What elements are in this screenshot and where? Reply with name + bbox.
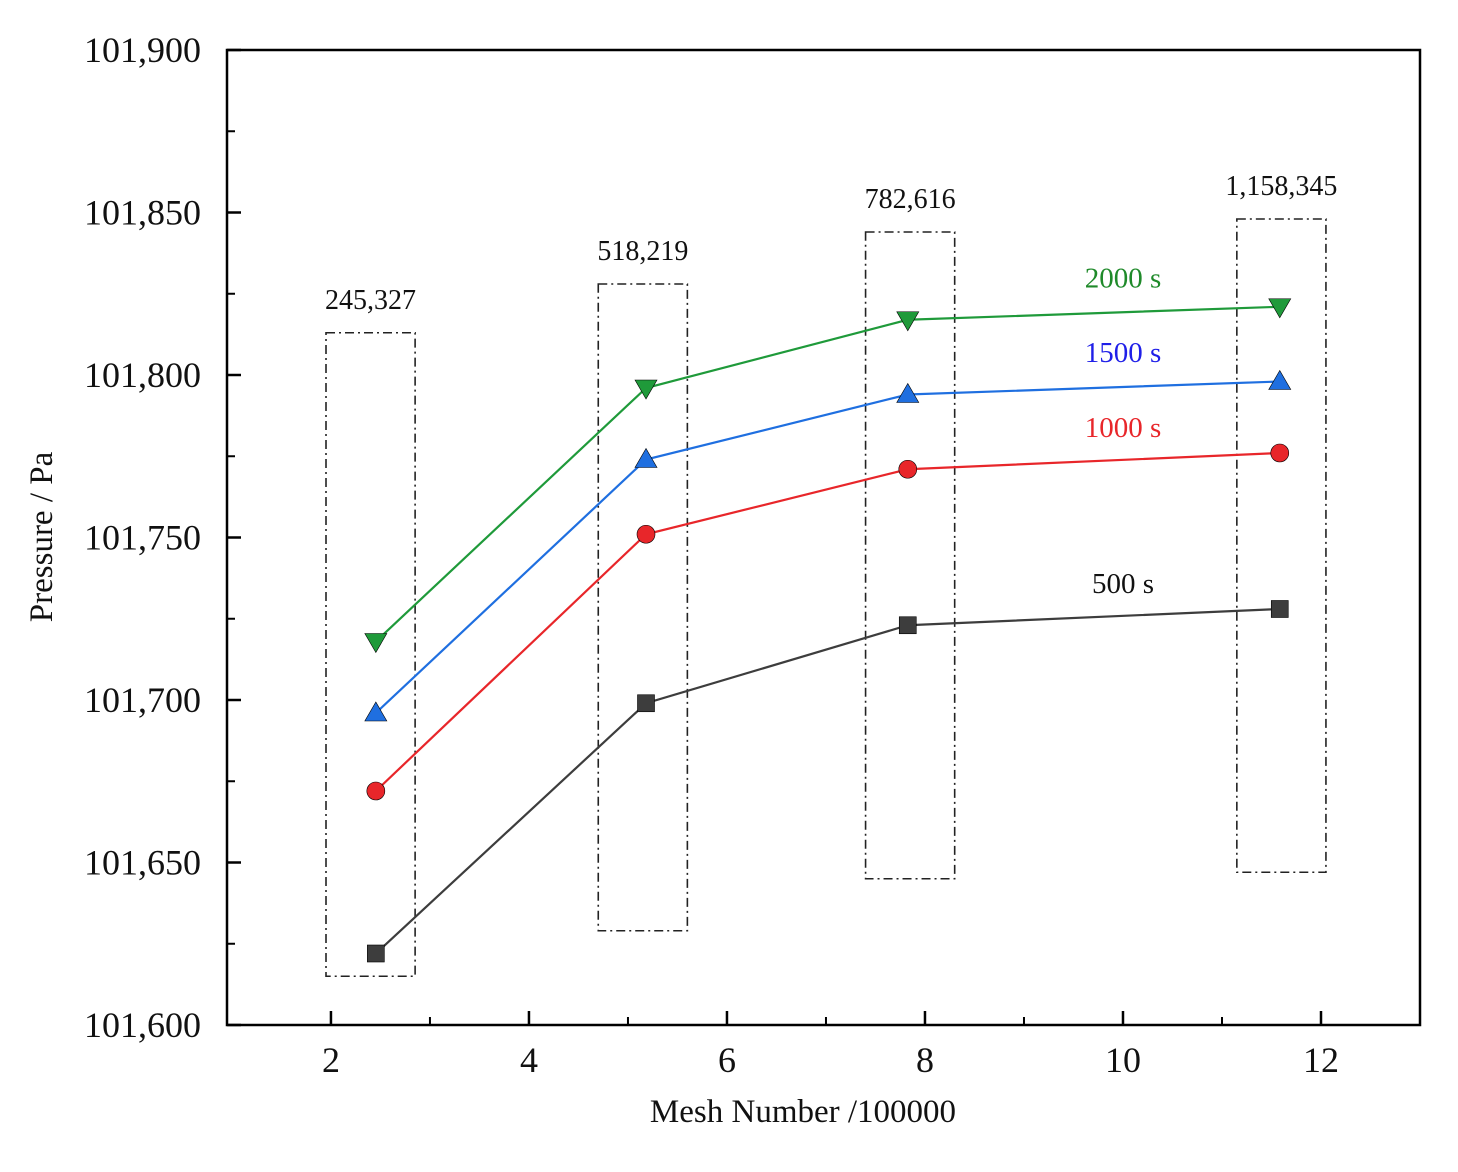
data-point xyxy=(636,524,656,544)
data-point xyxy=(637,694,655,713)
x-axis-title: Mesh Number /100000 xyxy=(650,1094,956,1130)
data-point xyxy=(634,379,658,400)
x-axis: 2 4 6 8 10 12 xyxy=(322,1011,1339,1080)
y-tick-label: 101,800 xyxy=(84,355,201,395)
data-point xyxy=(898,459,918,479)
mesh-box xyxy=(1236,218,1327,874)
data-point xyxy=(366,781,386,801)
mesh-box xyxy=(325,331,416,978)
mesh-box-label: 782,616 xyxy=(865,184,956,215)
data-point xyxy=(1268,298,1292,319)
x-tick-label: 6 xyxy=(718,1040,736,1080)
data-point xyxy=(1270,600,1289,618)
series-labels: 500 s 1000 s 1500 s 2000 s xyxy=(1085,262,1162,600)
series-line xyxy=(375,305,1280,643)
y-tick-label: 101,650 xyxy=(84,843,201,883)
x-tick-label: 4 xyxy=(520,1040,538,1080)
data-point xyxy=(896,382,920,403)
series-line xyxy=(375,607,1280,955)
data-point xyxy=(1270,443,1290,463)
mesh-boxes: 245,327 518,219 782,616 1,158,345 xyxy=(325,171,1337,978)
y-tick-label: 101,700 xyxy=(84,680,201,720)
data-point xyxy=(634,447,658,468)
y-axis: 101,600 101,650 101,700 101,750 101,800 101,8… xyxy=(84,30,241,1045)
series-label: 2000 s xyxy=(1085,262,1162,294)
series-label: 1500 s xyxy=(1085,337,1162,369)
mesh-box xyxy=(864,231,956,880)
series-500-s xyxy=(367,600,1289,963)
mesh-box-label: 1,158,345 xyxy=(1225,171,1337,202)
y-axis-title: Pressure / Pa xyxy=(24,451,60,622)
x-tick-label: 10 xyxy=(1105,1040,1141,1080)
mesh-box xyxy=(597,283,689,932)
data-point xyxy=(896,311,920,332)
y-tick-label: 101,900 xyxy=(84,30,201,70)
data-point xyxy=(364,633,388,654)
x-tick-label: 2 xyxy=(322,1040,340,1080)
series-1000-s xyxy=(366,443,1290,801)
series-1500-s xyxy=(364,369,1292,722)
mesh-box-label: 518,219 xyxy=(597,236,688,267)
y-tick-label: 101,850 xyxy=(84,193,201,233)
data-point xyxy=(1268,369,1292,390)
series-label: 1000 s xyxy=(1085,412,1162,444)
mesh-box-label: 245,327 xyxy=(325,285,416,316)
series-line xyxy=(375,451,1280,792)
x-tick-label: 12 xyxy=(1303,1040,1339,1080)
series-label: 500 s xyxy=(1092,568,1154,600)
series-line xyxy=(375,380,1280,714)
y-tick-label: 101,750 xyxy=(84,518,201,558)
series-group xyxy=(364,298,1292,963)
series-2000-s xyxy=(364,298,1292,654)
x-tick-label: 8 xyxy=(916,1040,934,1080)
data-point xyxy=(367,944,385,963)
data-point xyxy=(898,616,917,635)
y-tick-label: 101,600 xyxy=(84,1005,201,1045)
data-point xyxy=(364,701,388,722)
